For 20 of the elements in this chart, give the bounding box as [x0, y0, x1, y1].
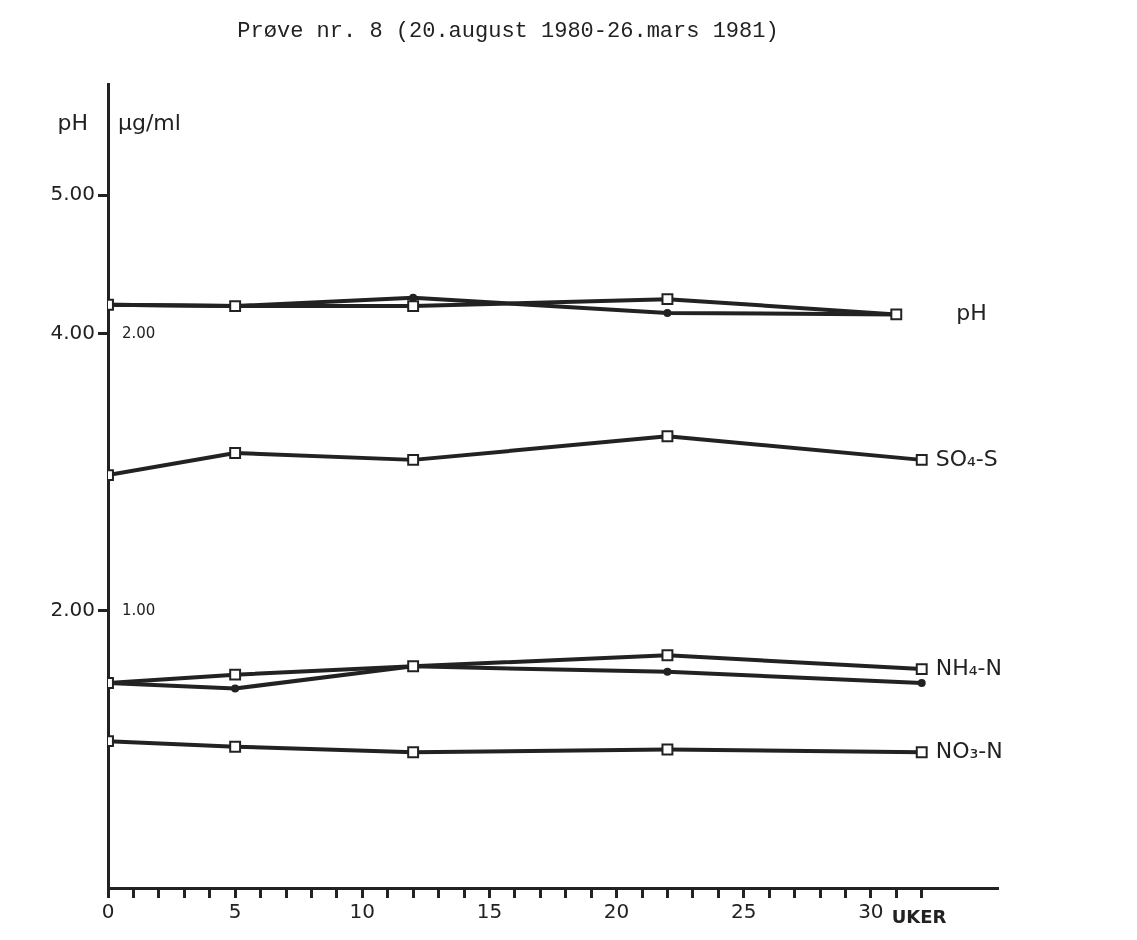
x-tick-label: 10: [349, 899, 376, 924]
text: pH: [956, 300, 987, 326]
x-tick-label: 30: [858, 899, 884, 924]
y-tick-label: 4.00: [50, 320, 95, 344]
chart-title: Prøve nr. 8 (20.august 1980-26.mars 1981): [237, 19, 779, 45]
x-axis-title: UKER: [891, 905, 947, 927]
y-tick-label: 2.00: [50, 597, 95, 622]
y2-tick-label: 2.00: [122, 323, 156, 342]
y2-tick-label: 1.00: [122, 600, 156, 619]
series-label: SO₄-S: [935, 445, 998, 471]
series-label: NH₄-N: [935, 654, 1002, 680]
y-tick-label: 5.00: [50, 181, 95, 206]
x-tick-label: 25: [730, 899, 757, 924]
y2-axis-title: µg/ml: [118, 110, 181, 136]
x-tick-label: 20: [603, 899, 630, 924]
x-tick-label: 5: [228, 899, 242, 924]
x-tick-label: 15: [476, 899, 503, 924]
x-tick-label: 0: [101, 899, 115, 924]
series-label: NO₃-N: [935, 737, 1003, 763]
y-axis-title: pH: [57, 110, 88, 136]
